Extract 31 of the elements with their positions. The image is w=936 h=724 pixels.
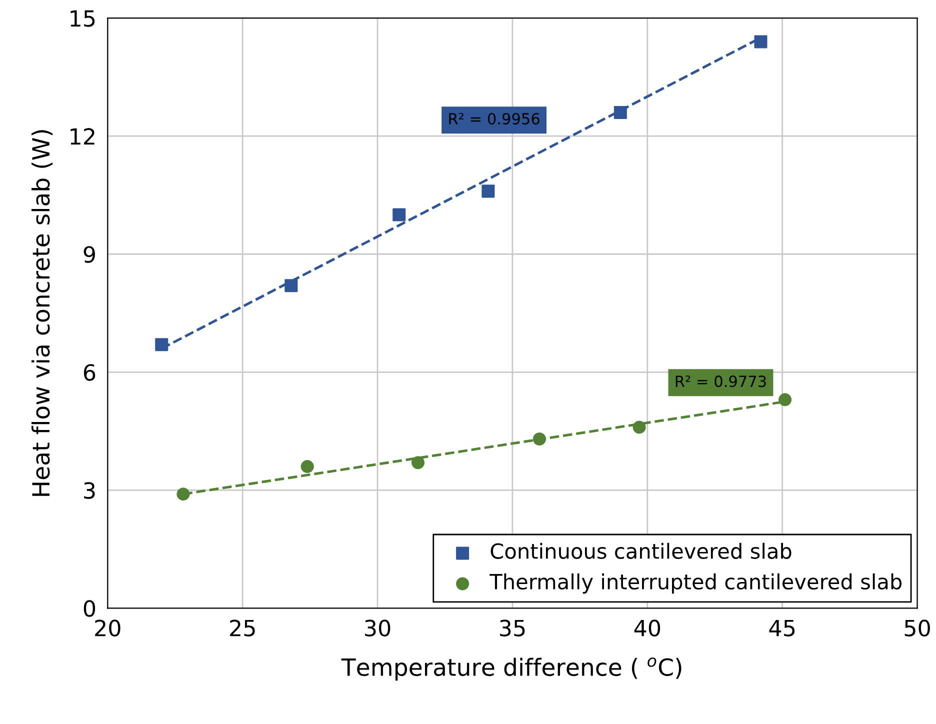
point [778, 393, 792, 406]
point [532, 432, 546, 446]
legend-label: Continuous cantilevered slab [490, 542, 792, 559]
y-tick-label: 6 [84, 364, 96, 381]
x-tick-label: 30 [365, 620, 390, 636]
x-tick-label: 50 [904, 620, 930, 636]
x-tick-label: 35 [500, 620, 525, 636]
point [284, 279, 298, 292]
x-tick-label: 20 [95, 620, 120, 636]
point [300, 460, 314, 474]
x-tick-label: 45 [769, 620, 795, 636]
point [411, 456, 425, 470]
y-axis-title: Heat flow via concrete slab (W) [32, 130, 53, 496]
point [482, 184, 495, 198]
y-tick-label: 0 [84, 600, 96, 617]
point [614, 106, 627, 120]
y-tick-label: 12 [70, 128, 94, 145]
point [155, 338, 168, 352]
annotation: R² = 0.9773 [676, 376, 766, 388]
y-tick-label: 9 [84, 246, 95, 263]
legend-label: Thermally interrupted cantilevered slab [490, 573, 902, 594]
point [176, 488, 190, 501]
y-tick-label: 3 [84, 482, 95, 499]
point [392, 208, 406, 222]
point [632, 420, 646, 434]
point [754, 35, 768, 48]
x-tick-label: 25 [230, 620, 255, 636]
x-axis-title: Temperature difference ( $^{o}$C) [341, 657, 682, 681]
x-tick-label: 40 [634, 620, 660, 636]
annotation: R² = 0.9956 [449, 112, 540, 125]
y-tick-label: 15 [70, 10, 95, 27]
